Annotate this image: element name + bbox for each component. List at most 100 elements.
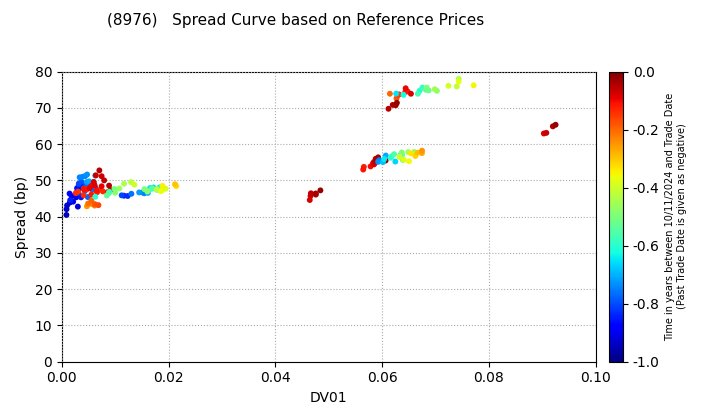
Point <box>431 87 443 94</box>
Point <box>71 191 82 198</box>
Point <box>101 192 112 199</box>
Point <box>468 82 480 89</box>
Point <box>89 184 101 191</box>
Point <box>146 185 158 192</box>
Point <box>403 158 415 165</box>
Point <box>386 153 397 160</box>
Point <box>71 185 83 192</box>
Point <box>129 181 140 188</box>
Point <box>125 190 137 197</box>
Point <box>384 90 396 97</box>
Point <box>89 182 100 189</box>
Point <box>96 173 107 180</box>
Point <box>358 163 369 170</box>
Point <box>171 183 182 189</box>
Point <box>79 186 91 193</box>
Point <box>305 190 317 197</box>
Point <box>116 192 127 199</box>
Point <box>367 160 379 167</box>
Point <box>73 190 84 197</box>
Point <box>391 100 402 106</box>
Point <box>402 88 413 95</box>
Point <box>87 180 99 186</box>
Point <box>64 199 76 206</box>
Point <box>151 186 163 193</box>
Point <box>99 177 110 184</box>
Point <box>102 189 114 195</box>
Point <box>81 183 92 189</box>
Point <box>66 193 78 199</box>
Point <box>93 187 104 194</box>
Point <box>138 190 150 197</box>
Point <box>379 156 390 163</box>
Point <box>78 192 89 199</box>
Point <box>372 154 384 161</box>
Point <box>94 167 105 174</box>
Point <box>73 186 84 192</box>
Point <box>368 159 379 166</box>
Point <box>395 152 406 158</box>
Point <box>91 187 102 194</box>
Point <box>64 190 76 197</box>
Point <box>71 188 83 194</box>
Point <box>156 187 168 194</box>
Point <box>417 84 428 91</box>
Point <box>72 192 84 199</box>
Point <box>72 188 84 195</box>
Point <box>391 95 402 102</box>
Point <box>118 192 130 199</box>
Point <box>109 189 121 196</box>
Point <box>148 184 159 191</box>
Point <box>453 78 464 85</box>
Point <box>405 90 417 97</box>
Point <box>380 152 392 159</box>
Point <box>398 156 410 163</box>
Y-axis label: Spread (bp): Spread (bp) <box>15 176 29 258</box>
Point <box>310 190 322 197</box>
Point <box>70 190 81 197</box>
Point <box>145 186 157 192</box>
Point <box>76 178 87 185</box>
Point <box>81 182 92 189</box>
Point <box>416 147 428 154</box>
Point <box>81 178 93 185</box>
Point <box>81 186 93 192</box>
Point <box>408 149 420 155</box>
Point <box>64 197 76 203</box>
Point <box>133 189 145 196</box>
Text: (8976)   Spread Curve based on Reference Prices: (8976) Spread Curve based on Reference P… <box>107 13 484 28</box>
Point <box>76 194 87 201</box>
Point <box>93 202 104 208</box>
Point <box>402 149 414 155</box>
Point <box>423 87 434 94</box>
Point <box>392 92 403 99</box>
Point <box>79 173 91 179</box>
Point <box>68 198 79 205</box>
Point <box>109 186 120 192</box>
Point <box>78 185 89 192</box>
Point <box>89 202 100 209</box>
Point <box>78 185 89 192</box>
Point <box>78 186 89 193</box>
Point <box>371 158 382 165</box>
Point <box>388 151 400 158</box>
Point <box>76 182 88 189</box>
Point <box>81 203 93 210</box>
Point <box>397 92 409 98</box>
Point <box>84 178 95 185</box>
Point <box>357 166 369 173</box>
Point <box>72 203 84 210</box>
Point <box>60 212 72 218</box>
Point <box>390 158 401 165</box>
Point <box>105 187 117 194</box>
Point <box>369 161 380 168</box>
Point <box>393 91 405 98</box>
Point <box>82 200 94 207</box>
Point <box>142 188 153 195</box>
Point <box>61 202 73 209</box>
Point <box>416 150 428 157</box>
Point <box>150 186 162 192</box>
Point <box>365 163 377 170</box>
Point <box>414 87 426 94</box>
Point <box>387 102 398 108</box>
